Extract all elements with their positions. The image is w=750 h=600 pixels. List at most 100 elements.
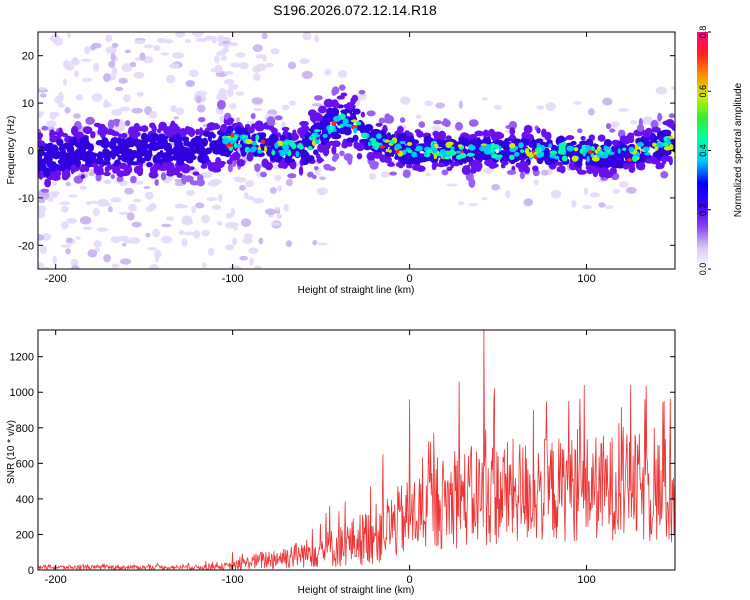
heatmap-cell (152, 126, 157, 132)
heatmap-cell (660, 170, 669, 179)
heatmap-cell (558, 165, 565, 173)
heatmap-cell (97, 198, 109, 207)
heatmap-cell (145, 232, 151, 238)
heatmap-cell (668, 113, 675, 119)
heatmap-cell (246, 152, 254, 162)
heatmap-cell (550, 144, 558, 152)
heatmap-cell (93, 240, 102, 248)
heatmap-cell (313, 129, 321, 133)
heatmap-cell (175, 32, 186, 38)
heatmap-cell (548, 143, 552, 148)
heatmap-cell (119, 211, 129, 215)
heatmap-cell (117, 155, 122, 161)
heatmap-cell (117, 235, 130, 242)
heatmap-cell (154, 249, 162, 259)
heatmap-cell (260, 139, 266, 145)
heatmap-cell (264, 208, 277, 215)
heatmap-cell (204, 35, 215, 41)
heatmap-cell (505, 189, 511, 199)
heatmap-cell (481, 197, 488, 201)
heatmap-cell (38, 132, 44, 139)
heatmap-cell (654, 146, 659, 151)
heatmap-cell (395, 143, 402, 150)
heatmap-cell (54, 95, 64, 104)
heatmap-cell (277, 185, 283, 192)
heatmap-cell (57, 103, 66, 108)
heatmap-cell (418, 121, 426, 128)
heatmap-cell (411, 151, 418, 158)
heatmap-cell (123, 142, 133, 148)
heatmap-cell (161, 223, 172, 228)
heatmap-cell (38, 262, 44, 268)
heatmap-cell (356, 152, 363, 160)
heatmap-cell (399, 117, 406, 123)
heatmap-cell (64, 107, 71, 114)
heatmap-cell (314, 34, 320, 43)
heatmap-cell (202, 131, 211, 137)
heatmap-cell (406, 141, 413, 147)
heatmap-cell (143, 44, 154, 49)
heatmap-cell (52, 149, 59, 156)
heatmap-cell (439, 149, 447, 155)
heatmap-cell (127, 126, 137, 137)
heatmap-cell (90, 131, 96, 137)
heatmap-cell (266, 116, 276, 126)
heatmap-cell (434, 162, 439, 167)
heatmap-cell (220, 123, 228, 133)
heatmap-cell (602, 163, 612, 168)
heatmap-cell (402, 169, 411, 179)
heatmap-cell (38, 112, 43, 118)
heatmap-cell (283, 148, 290, 153)
heatmap-cell (509, 127, 516, 136)
heatmap-cell (201, 262, 207, 268)
heatmap-cell (574, 147, 578, 152)
heatmap-cell (597, 162, 603, 169)
heatmap-cell (297, 142, 303, 149)
heatmap-cell (540, 169, 549, 176)
heatmap-cell (603, 145, 608, 149)
heatmap-cell (656, 151, 662, 161)
heatmap-cell (534, 147, 542, 153)
heatmap-cell (68, 138, 74, 144)
heatmap-cell (591, 156, 600, 162)
colorbar-tick-label: 0.4 (698, 144, 708, 157)
heatmap-cell (191, 32, 204, 38)
heatmap-cell (291, 143, 297, 150)
heatmap-cell (216, 50, 226, 56)
heatmap-cell (253, 107, 263, 112)
heatmap-cell (191, 205, 197, 214)
heatmap-cell (116, 175, 124, 183)
heatmap-cell (221, 152, 231, 157)
heatmap-cell (228, 83, 239, 90)
heatmap-cell (605, 123, 612, 130)
heatmap-cell (355, 142, 365, 152)
colorbar-label: Normalized spectral amplitude (733, 82, 744, 217)
heatmap-cell (255, 134, 260, 141)
heatmap-cell (269, 187, 277, 194)
snr-x-axis-label: Height of straight line (km) (298, 585, 415, 596)
heatmap-cell (609, 167, 617, 175)
heatmap-cell (146, 149, 153, 156)
heatmap-cell (200, 164, 208, 169)
heatmap-cell (271, 221, 281, 227)
heatmap-cell (261, 32, 268, 40)
heatmap-cell (549, 150, 558, 155)
heatmap-cell (236, 158, 246, 167)
heatmap-cell (636, 124, 644, 132)
heatmap-cell (199, 154, 207, 160)
heatmap-cell (395, 149, 400, 154)
heatmap-cell (82, 126, 93, 135)
heatmap-cell (331, 145, 337, 155)
heatmap-cell (118, 77, 128, 84)
heatmap-cell (104, 166, 110, 173)
heatmap-cell (50, 131, 60, 136)
heatmap-cell (174, 203, 185, 209)
heatmap-cell (514, 138, 521, 144)
heatmap-cell (377, 145, 386, 149)
heatmap-cell (217, 35, 225, 43)
heatmap-cell (503, 153, 510, 161)
heatmap-cell (108, 60, 116, 68)
heatmap-cell (491, 183, 501, 191)
heatmap-cell (242, 237, 253, 244)
